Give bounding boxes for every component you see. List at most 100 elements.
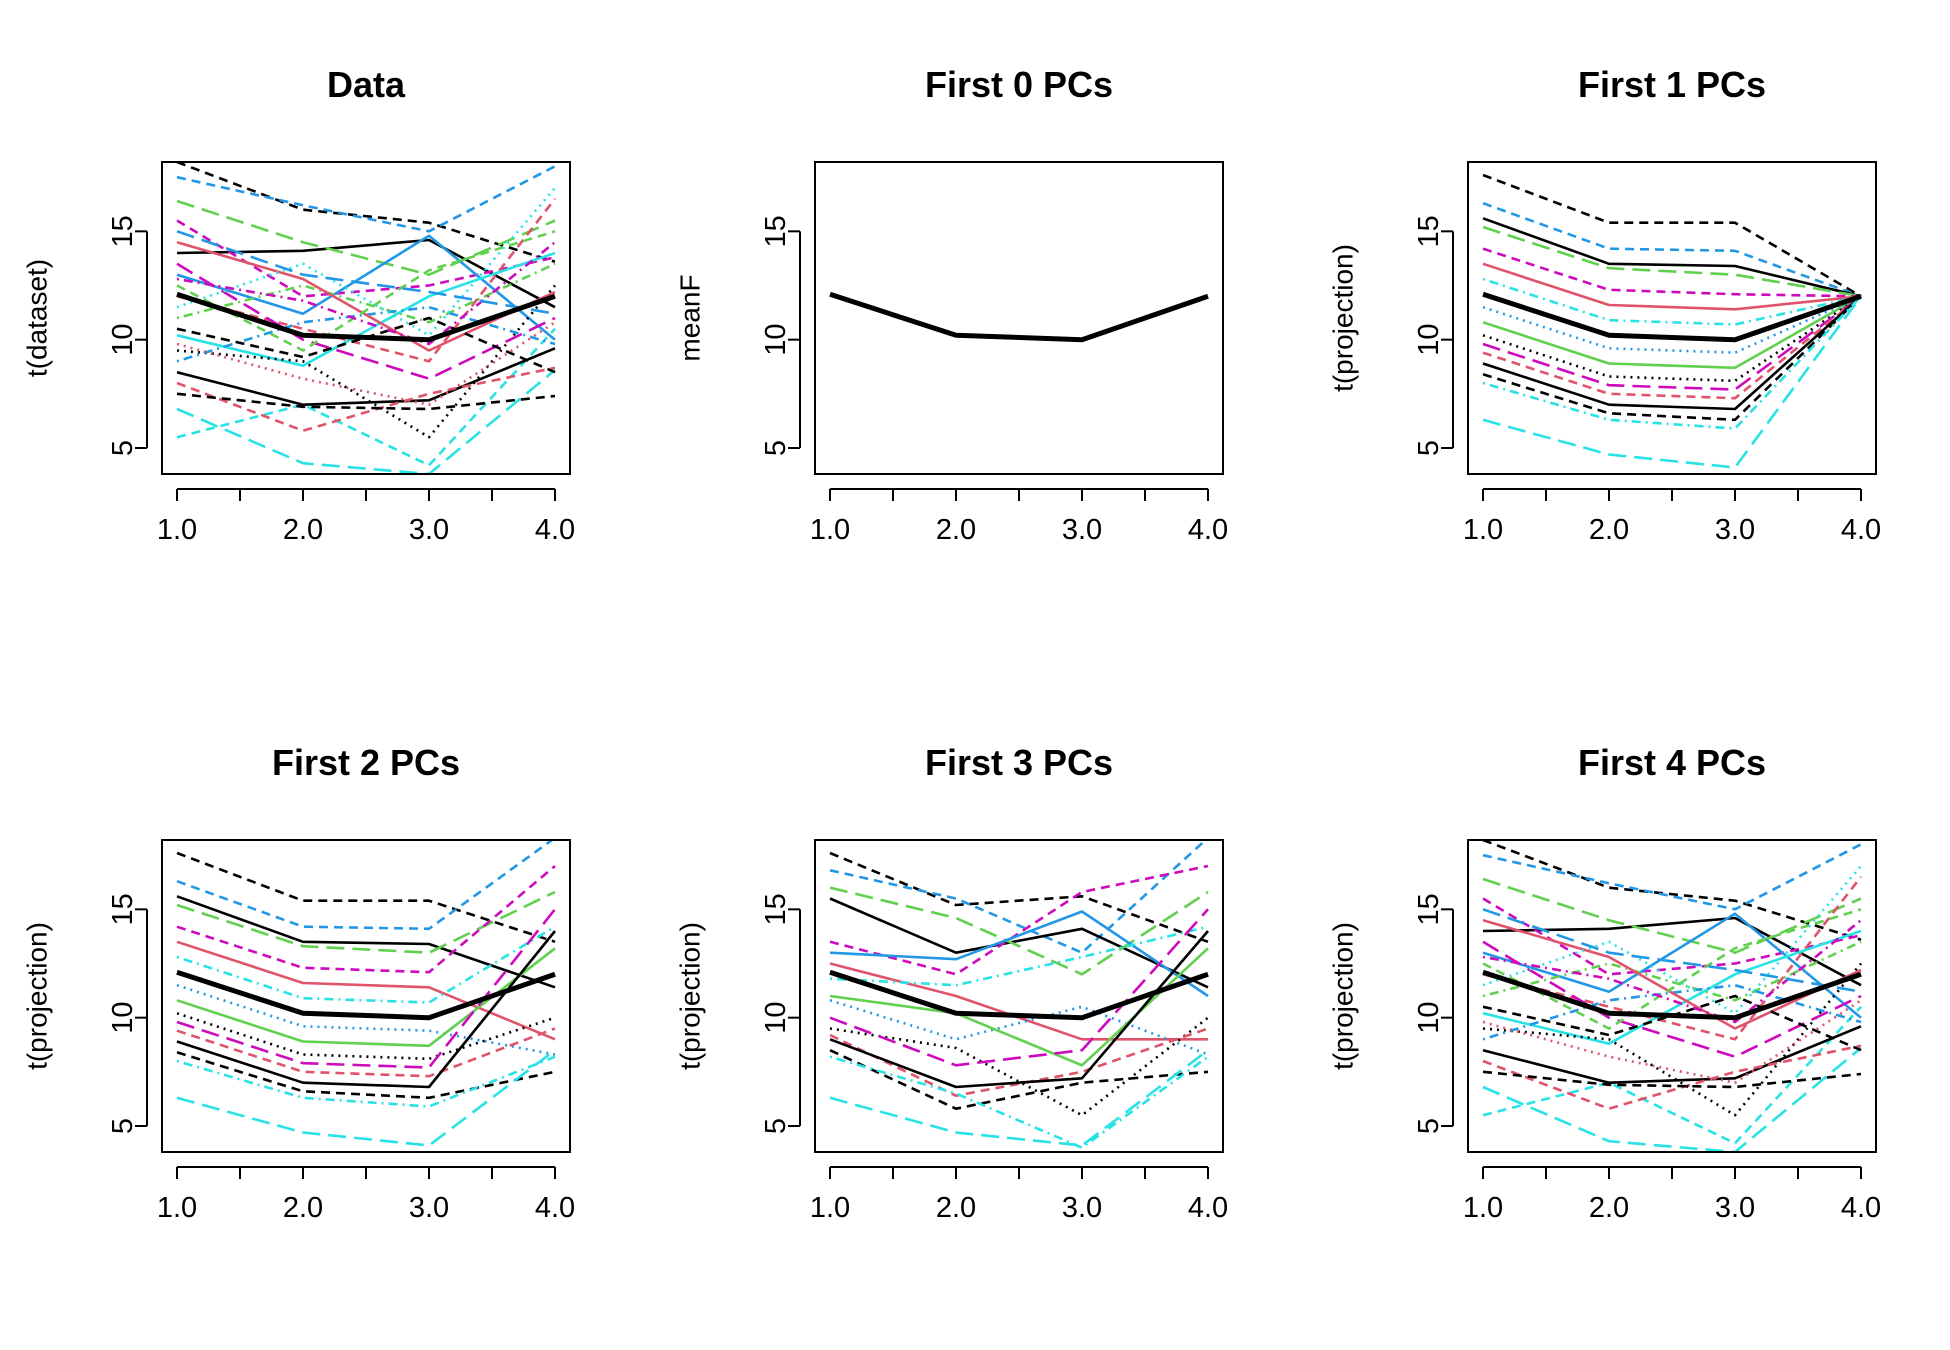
y-axis-label: t(projection) (675, 922, 706, 1070)
series-line (1482, 918, 1862, 1030)
series-line (176, 262, 556, 324)
series-line (176, 240, 556, 352)
x-tick-label: 4.0 (535, 514, 575, 546)
panel-title: First 1 PCs (1578, 64, 1766, 105)
series-line (1482, 295, 1862, 422)
series-group (1482, 173, 1863, 469)
panel-title: First 2 PCs (272, 742, 460, 783)
series-line (829, 886, 1209, 976)
series-line (829, 910, 1209, 998)
series-line (829, 1055, 1209, 1149)
y-tick-label: 10 (1413, 324, 1445, 356)
y-tick-label: 15 (1413, 893, 1445, 925)
series-line (1482, 919, 1862, 1024)
x-tick-label: 1.0 (810, 1192, 850, 1224)
x-tick-label: 3.0 (409, 1192, 449, 1224)
panel-title: Data (327, 64, 406, 105)
series-line (176, 321, 556, 407)
x-tick-label: 2.0 (1589, 514, 1629, 546)
series-line (176, 930, 557, 1089)
series-line (829, 864, 1209, 976)
y-tick-label: 15 (760, 893, 792, 925)
panel-title: First 4 PCs (1578, 742, 1766, 783)
series-line (1482, 1046, 1862, 1152)
series-line (1482, 173, 1862, 298)
series-line (176, 251, 556, 368)
x-tick-label: 3.0 (1062, 1192, 1102, 1224)
series-line (1482, 295, 1863, 469)
y-tick-label: 15 (107, 893, 139, 925)
chart-panel: 1.0 2.0 3.0 4.0 5 10 15 meanF First 0 PCs (675, 64, 1229, 546)
y-tick-label: 10 (760, 324, 792, 356)
plot-frame (814, 161, 1224, 475)
series-line (176, 347, 556, 407)
series-line (176, 368, 556, 474)
series-line (176, 890, 556, 955)
series-line (1482, 225, 1862, 298)
series-line (1482, 908, 1862, 993)
x-tick-label: 3.0 (1062, 514, 1102, 546)
y-tick-label: 10 (760, 1002, 792, 1034)
series-line (176, 219, 556, 298)
chart-panel: 1.0 2.0 3.0 4.0 5 10 15 t(dataset) Data (22, 64, 576, 546)
series-line (1482, 295, 1862, 430)
y-axis-label: t(projection) (1328, 922, 1359, 1070)
x-tick-label: 2.0 (283, 1192, 323, 1224)
series-line (829, 947, 1209, 1067)
series-line (176, 947, 556, 1048)
y-tick-label: 10 (107, 1002, 139, 1034)
x-tick-label: 3.0 (409, 514, 449, 546)
series-line (1482, 843, 1862, 911)
x-tick-label: 1.0 (1463, 1192, 1503, 1224)
y-tick-label: 5 (760, 1118, 792, 1134)
x-tick-label: 4.0 (535, 1192, 575, 1224)
series-line (176, 1027, 556, 1078)
series-line (829, 851, 1209, 944)
x-tick-label: 4.0 (1841, 1192, 1881, 1224)
series-line (829, 1049, 1209, 1110)
series-line (1482, 912, 1862, 1019)
series-line (176, 230, 556, 315)
series-line (1482, 840, 1862, 941)
series-line (176, 305, 556, 363)
x-tick-label: 4.0 (1188, 514, 1228, 546)
series-line (176, 234, 556, 341)
mean-line (176, 969, 556, 1021)
y-tick-label: 5 (107, 440, 139, 456)
series-line (176, 1051, 556, 1100)
series-group (176, 840, 557, 1147)
series-line (176, 840, 555, 931)
x-tick-label: 1.0 (1463, 514, 1503, 546)
series-line (829, 925, 1209, 987)
panel-title: First 3 PCs (925, 742, 1113, 783)
series-line (829, 1016, 1209, 1117)
chart-panel: 1.0 2.0 3.0 4.0 5 10 15 t(projection) First 1 PC… (1328, 64, 1882, 546)
series-line (1482, 940, 1862, 1058)
series-group (176, 162, 557, 474)
series-line (1482, 877, 1862, 955)
x-tick-label: 3.0 (1715, 1192, 1755, 1224)
series-line (1482, 897, 1862, 976)
series-line (176, 366, 556, 433)
series-line (176, 865, 556, 974)
series-line (176, 162, 556, 263)
series-line (176, 199, 556, 277)
series-line (1482, 962, 1863, 1117)
plot-frame (1467, 161, 1877, 475)
y-tick-label: 5 (1413, 440, 1445, 456)
y-axis-label: t(projection) (22, 922, 53, 1070)
plot-frame (161, 839, 571, 1153)
x-tick-label: 1.0 (157, 1192, 197, 1224)
x-tick-label: 2.0 (283, 514, 323, 546)
series-line (1482, 940, 1862, 1002)
chart-panel: 1.0 2.0 3.0 4.0 5 10 15 t(projection) First 3 PC… (675, 742, 1229, 1224)
y-tick-label: 10 (1413, 1002, 1445, 1034)
series-line (829, 908, 1209, 1067)
series-line (1482, 1070, 1862, 1089)
x-tick-label: 2.0 (936, 1192, 976, 1224)
series-line (1482, 999, 1862, 1084)
plot-frame (814, 839, 1224, 1153)
series-line (176, 165, 556, 233)
series-line (1482, 1005, 1862, 1145)
